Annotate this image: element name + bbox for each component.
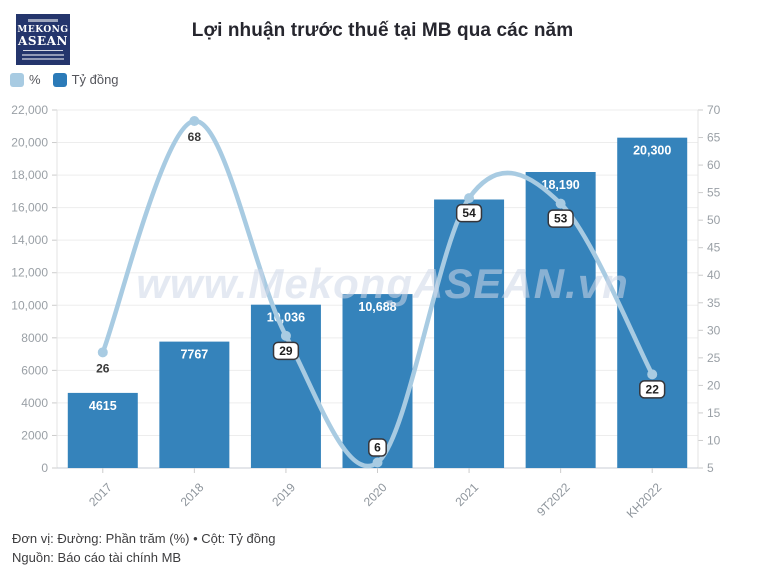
point-label-2020: 6 xyxy=(374,440,381,454)
chart-footer: Đơn vị: Đường: Phần trăm (%) • Cột: Tỷ đ… xyxy=(12,529,275,567)
bar-label-2019: 10,036 xyxy=(267,311,305,325)
left-axis-label: 10,000 xyxy=(11,298,48,312)
logo-bottom-decoration-2 xyxy=(22,58,64,60)
bar-2017[interactable] xyxy=(67,392,138,468)
point-label-2018: 68 xyxy=(188,130,202,144)
line-marker-2020[interactable] xyxy=(372,457,383,468)
left-axis-label: 12,000 xyxy=(11,266,48,280)
line-marker-2021[interactable] xyxy=(464,193,475,204)
x-axis-label-2019: 2019 xyxy=(269,480,298,509)
point-label-bubble-2020 xyxy=(368,438,387,457)
left-axis-label: 2000 xyxy=(21,428,48,442)
point-label-9T2022: 53 xyxy=(554,212,568,226)
chart-title: Lợi nhuận trước thuế tại MB qua các năm xyxy=(191,20,574,41)
right-axis-label: 15 xyxy=(707,406,721,420)
legend-swatch-percent xyxy=(10,72,24,87)
logo-divider xyxy=(23,50,63,51)
x-axis-label-2021: 2021 xyxy=(452,480,481,509)
right-axis-label: 60 xyxy=(707,158,721,172)
point-label-bubble-KH2022 xyxy=(639,380,666,399)
legend-item-ty-dong[interactable]: Tỷ đồng xyxy=(52,72,119,87)
legend-item-percent[interactable]: % xyxy=(10,72,41,87)
point-label-bubble-9T2022 xyxy=(547,209,574,228)
bar-label-KH2022: 20,300 xyxy=(633,144,671,158)
footer-source: Nguồn: Báo cáo tài chính MB xyxy=(12,550,182,565)
bar-label-2018: 7767 xyxy=(180,348,208,362)
right-axis-label: 65 xyxy=(707,131,721,145)
right-axis-label: 25 xyxy=(707,351,721,365)
line-marker-2018[interactable] xyxy=(189,116,200,127)
right-axis-label: 45 xyxy=(707,241,721,255)
point-label-bubble-2019 xyxy=(272,341,300,361)
left-axis-label: 0 xyxy=(41,461,48,475)
x-axis-label-2017: 2017 xyxy=(86,480,115,509)
right-axis-label: 10 xyxy=(707,433,721,447)
logo-bottom-decoration-1 xyxy=(22,54,64,56)
x-axis-label-9T2022: 9T2022 xyxy=(534,480,573,519)
logo-text-asean: ASEAN xyxy=(18,34,68,48)
point-label-2019: 29 xyxy=(279,344,293,358)
left-axis-label: 18,000 xyxy=(11,168,48,182)
mekong-asean-logo[interactable]: MEKONG ASEAN xyxy=(16,14,70,65)
bar-label-2017: 4615 xyxy=(89,399,117,413)
legend-swatch-ty-dong xyxy=(52,72,67,87)
logo-top-decoration xyxy=(28,19,58,22)
line-marker-2019[interactable] xyxy=(280,330,291,341)
right-axis-label: 50 xyxy=(707,213,721,227)
bar-label-9T2022: 18,190 xyxy=(542,178,580,192)
right-axis-label: 35 xyxy=(707,296,721,310)
left-axis-label: 22,000 xyxy=(11,103,48,117)
footer-units: Đơn vị: Đường: Phần trăm (%) • Cột: Tỷ đ… xyxy=(12,531,276,546)
left-axis-label: 16,000 xyxy=(11,201,48,215)
line-marker-2017[interactable] xyxy=(97,347,108,358)
legend-label-ty-dong: Tỷ đồng xyxy=(71,72,119,87)
bar-label-2020: 10,688 xyxy=(358,300,396,314)
x-axis-label-KH2022: KH2022 xyxy=(624,480,665,521)
bar-KH2022[interactable] xyxy=(617,137,688,468)
right-axis-label: 70 xyxy=(707,103,721,117)
left-axis-label: 6000 xyxy=(21,363,48,377)
point-label-2017: 26 xyxy=(96,361,110,375)
point-label-bubble-2021 xyxy=(455,203,483,223)
right-axis-label: 20 xyxy=(707,378,721,392)
right-axis-label: 40 xyxy=(707,268,721,282)
chart-legend: % Tỷ đồng xyxy=(10,72,119,87)
line-marker-9T2022[interactable] xyxy=(555,198,566,209)
left-axis-label: 14,000 xyxy=(11,233,48,247)
bar-2018[interactable] xyxy=(159,341,230,468)
right-axis-label: 55 xyxy=(707,186,721,200)
line-marker-KH2022[interactable] xyxy=(647,369,658,380)
legend-label-percent: % xyxy=(29,72,41,87)
point-label-2021: 54 xyxy=(462,206,476,220)
point-label-KH2022: 22 xyxy=(646,382,660,396)
right-axis-label: 5 xyxy=(707,461,714,475)
right-axis-label: 30 xyxy=(707,323,721,337)
bar-2021[interactable] xyxy=(434,199,505,469)
x-axis-label-2018: 2018 xyxy=(178,480,207,509)
x-axis-label-2020: 2020 xyxy=(361,480,390,509)
left-axis-label: 4000 xyxy=(21,396,48,410)
left-axis-label: 20,000 xyxy=(11,136,48,150)
logo-text-mekong: MEKONG xyxy=(17,25,69,35)
left-axis-label: 8000 xyxy=(21,331,48,345)
